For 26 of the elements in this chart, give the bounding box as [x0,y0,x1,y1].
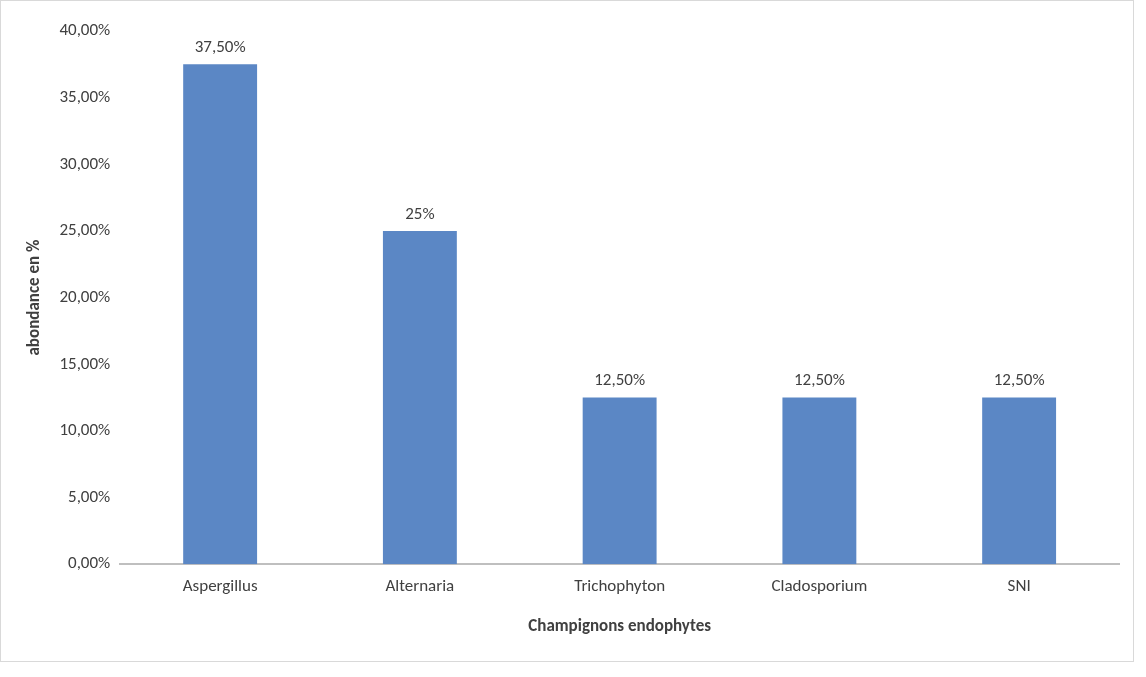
y-tick-label: 25,00% [59,219,111,241]
x-axis-title: Champignons endophytes [528,615,712,637]
y-tick-label: 5,00% [68,485,111,507]
bar [782,397,857,565]
x-tick-label: Alternaria [385,574,455,596]
x-tick-label: Cladosporium [771,574,868,596]
y-tick-label: 10,00% [59,419,111,441]
data-label: 12,50% [594,369,646,391]
y-tick-label: 0,00% [68,552,111,574]
bar [982,397,1057,565]
data-label: 25% [405,202,435,224]
data-label: 12,50% [793,369,845,391]
bar [183,64,258,565]
y-tick-label: 15,00% [59,352,111,374]
data-label: 37,50% [194,36,246,58]
y-axis-title: abondance en % [23,239,45,356]
y-tick-label: 30,00% [59,152,111,174]
y-tick-label: 20,00% [59,285,111,307]
data-label: 12,50% [993,369,1045,391]
y-tick-label: 35,00% [59,85,111,107]
x-tick-label: Aspergillus [182,574,258,596]
x-tick-label: SNI [1007,574,1031,596]
bar [582,397,657,565]
y-tick-label: 40,00% [59,19,111,41]
bar [382,230,457,565]
x-tick-label: Trichophyton [574,574,666,596]
